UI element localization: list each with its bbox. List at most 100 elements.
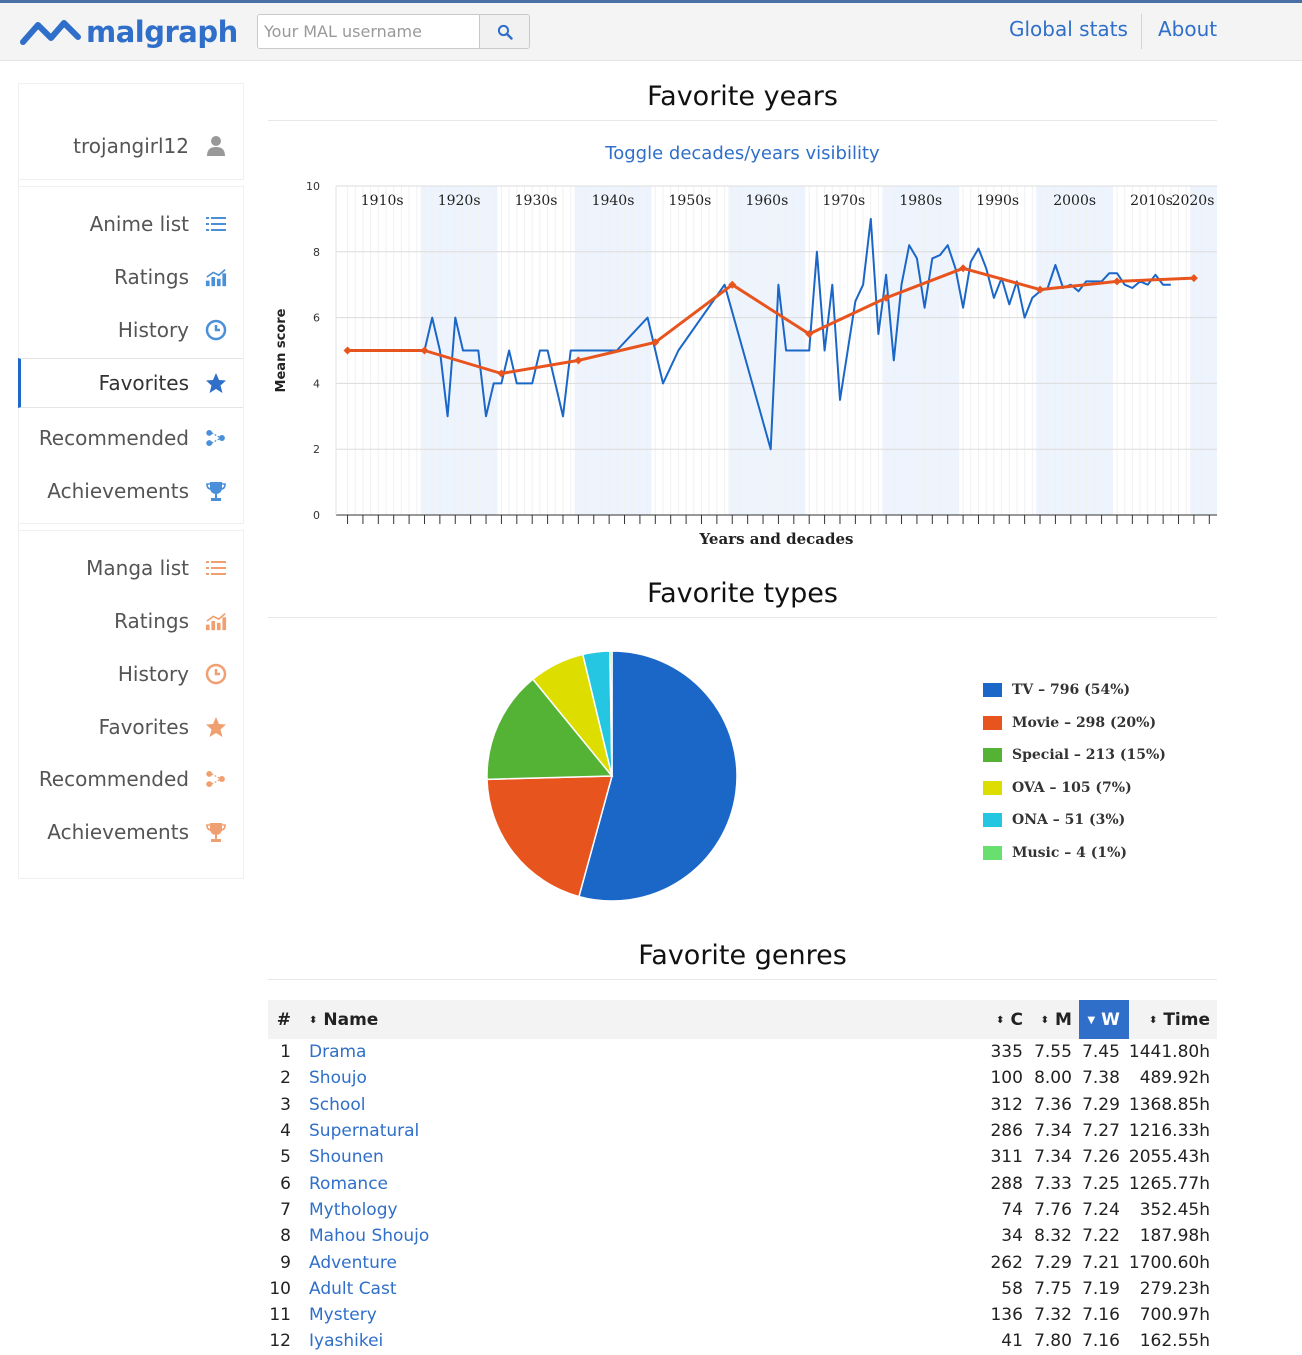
decade-label: 2010s xyxy=(1130,193,1173,209)
weighted-cell: 7.16 xyxy=(1082,1305,1120,1326)
favorite-years-chart[interactable]: 0 2 4 6 8 10 1910s 1920s 1930s 1940s 1950s 1960s 197… xyxy=(270,175,1222,555)
sidebar-item-anime-list[interactable]: Anime list xyxy=(19,199,243,249)
legend-item[interactable]: TV – 796 (54%) xyxy=(983,680,1130,700)
name-cell: Mahou Shoujo xyxy=(300,1223,979,1249)
legend-item[interactable]: Movie – 298 (20%) xyxy=(983,713,1156,733)
decade-band xyxy=(1190,186,1217,515)
legend-swatch xyxy=(983,780,1002,795)
pie-slice xyxy=(578,650,738,902)
rank-cell: 10 xyxy=(269,1278,291,1299)
legend-swatch xyxy=(983,846,1002,860)
list-icon xyxy=(205,557,227,579)
genre-link[interactable]: Supernatural xyxy=(309,1121,420,1142)
genre-link[interactable]: Mahou Shoujo xyxy=(309,1226,430,1247)
sidebar-item-anime-achievements[interactable]: Achievements xyxy=(19,466,243,516)
decade-point xyxy=(1036,285,1045,294)
mean-cell: 7.76 xyxy=(1034,1199,1072,1220)
genre-link[interactable]: Mythology xyxy=(309,1199,398,1220)
sidebar-item-manga-favorites[interactable]: Favorites xyxy=(19,702,243,752)
x-axis-title: Years and decades xyxy=(699,530,854,548)
recommended-icon xyxy=(205,427,227,449)
trophy-icon xyxy=(205,821,227,843)
toggle-decades-years-link[interactable]: Toggle decades/years visibility xyxy=(605,143,880,164)
username-search-input[interactable] xyxy=(258,15,480,48)
decade-point xyxy=(343,346,352,355)
section-divider xyxy=(268,979,1217,980)
sidebar-item-manga-list[interactable]: Manga list xyxy=(19,543,243,593)
legend-item[interactable]: Special – 213 (15%) xyxy=(983,745,1166,765)
nav-separator xyxy=(1141,14,1142,49)
genre-link[interactable]: Mystery xyxy=(309,1305,377,1326)
y-tick-label: 10 xyxy=(306,180,320,193)
sidebar-item-label: Favorites xyxy=(98,715,189,739)
user-icon xyxy=(205,135,227,157)
legend-item[interactable]: ONA – 51 (3%) xyxy=(983,810,1125,830)
sidebar-item-anime-recommended[interactable]: Recommended xyxy=(19,413,243,463)
nav-about[interactable]: About xyxy=(1158,17,1218,41)
favorite-types-pie[interactable] xyxy=(486,650,738,902)
column-header-w[interactable]: ▼ W xyxy=(1078,1000,1129,1039)
time-cell: 700.97h xyxy=(1139,1305,1210,1326)
genre-link[interactable]: Drama xyxy=(309,1042,367,1063)
sidebar-item-anime-history[interactable]: History xyxy=(19,305,243,355)
search-button[interactable] xyxy=(479,15,529,48)
sort-icon: ⬍ xyxy=(1148,1014,1158,1026)
time-cell: 1216.33h xyxy=(1128,1121,1210,1142)
weighted-cell: 7.22 xyxy=(1082,1226,1120,1247)
weighted-cell: 7.27 xyxy=(1082,1121,1120,1142)
sidebar-item-anime-favorites[interactable]: Favorites xyxy=(18,358,243,408)
column-header-name[interactable]: ⬍ Name xyxy=(300,1000,979,1039)
genre-link[interactable]: Shounen xyxy=(309,1147,384,1168)
legend-swatch xyxy=(983,813,1002,828)
sidebar-item-label: History xyxy=(117,318,189,342)
legend-swatch xyxy=(983,683,1002,697)
weighted-cell: 7.29 xyxy=(1082,1094,1120,1115)
sidebar-item-manga-ratings[interactable]: Ratings xyxy=(19,596,243,646)
sidebar-item-manga-recommended[interactable]: Recommended xyxy=(19,754,243,804)
rank-cell: 12 xyxy=(269,1331,291,1352)
legend-label: Movie – 298 (20%) xyxy=(1012,714,1157,731)
weighted-cell: 7.38 xyxy=(1082,1068,1120,1089)
table-row: 7 Mythology 74 7.76 7.24 352.45h xyxy=(268,1197,1217,1223)
sidebar-item-manga-history[interactable]: History xyxy=(19,649,243,699)
mean-cell: 7.75 xyxy=(1034,1278,1072,1299)
legend-item[interactable]: OVA – 105 (7%) xyxy=(983,778,1132,798)
count-cell: 136 xyxy=(990,1305,1023,1326)
logo[interactable]: malgraph xyxy=(20,12,238,52)
genre-link[interactable]: Adult Cast xyxy=(309,1278,397,1299)
favorite-years-title: Favorite years xyxy=(647,81,838,112)
genre-link[interactable]: Iyashikei xyxy=(309,1331,384,1352)
y-tick-label: 0 xyxy=(313,509,320,522)
mean-cell: 7.34 xyxy=(1034,1147,1072,1168)
decade-band xyxy=(1036,186,1114,515)
mean-cell: 7.34 xyxy=(1034,1121,1072,1142)
logo-icon xyxy=(20,20,81,45)
sidebar-item-anime-ratings[interactable]: Ratings xyxy=(19,252,243,302)
time-cell: 352.45h xyxy=(1139,1199,1210,1220)
column-header-time[interactable]: ⬍ Time xyxy=(1128,1000,1217,1039)
legend-label: Special – 213 (15%) xyxy=(1012,747,1166,764)
nav-global-stats[interactable]: Global stats xyxy=(1009,17,1128,41)
genre-link[interactable]: Adventure xyxy=(309,1252,397,1273)
genre-link[interactable]: Shoujo xyxy=(309,1068,367,1089)
sidebar-item-label: Anime list xyxy=(89,212,189,236)
count-cell: 34 xyxy=(1001,1226,1023,1247)
sidebar-user[interactable]: trojangirl12 xyxy=(19,121,243,171)
genre-link[interactable]: School xyxy=(309,1094,366,1115)
name-cell: Adventure xyxy=(300,1249,979,1275)
sidebar-anime-group: Anime list Ratings History Favorites Rec… xyxy=(18,187,243,523)
time-cell: 489.92h xyxy=(1139,1068,1210,1089)
sidebar-user-group: trojangirl12 xyxy=(19,84,243,179)
mean-cell: 7.36 xyxy=(1034,1094,1072,1115)
table-row: 3 School 312 7.36 7.29 1368.85h xyxy=(268,1092,1217,1118)
genre-link[interactable]: Romance xyxy=(309,1173,389,1194)
decade-point xyxy=(420,346,429,355)
legend-label: ONA – 51 (3%) xyxy=(1012,812,1126,829)
decade-label: 1950s xyxy=(669,193,712,209)
time-cell: 162.55h xyxy=(1139,1331,1210,1352)
column-header-c[interactable]: ⬍ C xyxy=(978,1000,1029,1039)
legend-item[interactable]: Music – 4 (1%) xyxy=(983,843,1127,863)
column-header-m[interactable]: ⬍ M xyxy=(1028,1000,1079,1039)
star-icon xyxy=(205,372,227,394)
sidebar-item-manga-achievements[interactable]: Achievements xyxy=(19,807,243,857)
